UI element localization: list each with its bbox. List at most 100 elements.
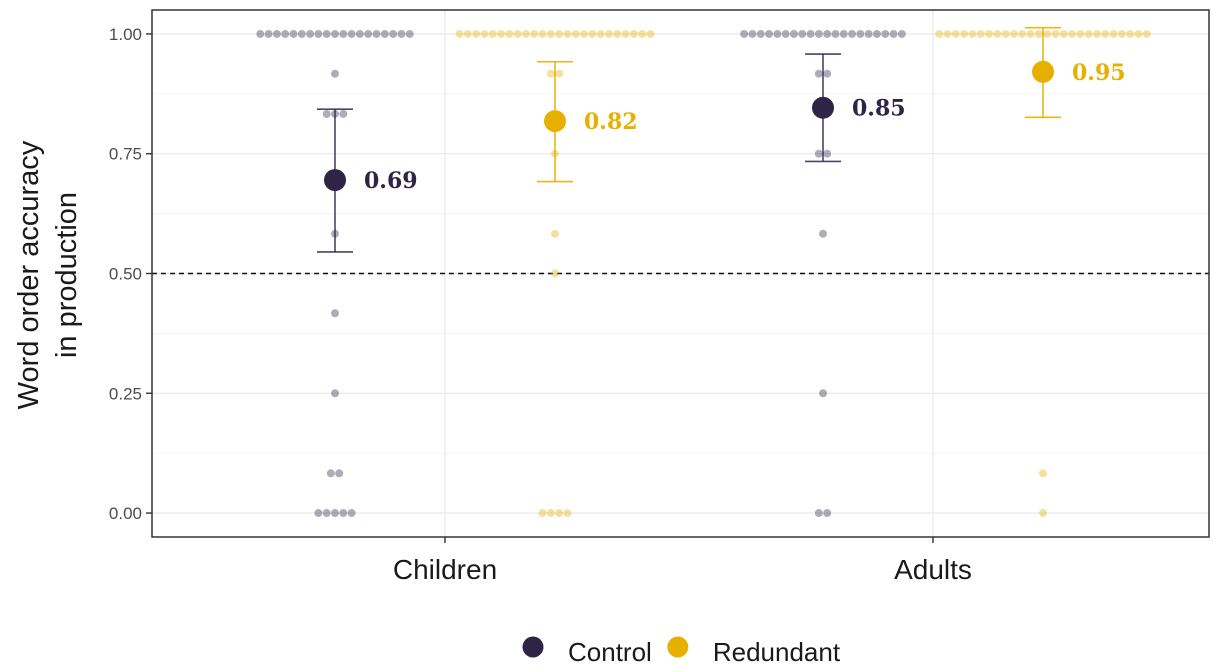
raw-point [1084,29,1093,38]
raw-point [530,29,539,38]
y-axis-label-line-1: Word order accuracy [13,140,45,409]
raw-point [1009,29,1018,38]
raw-point [823,149,832,158]
raw-point [297,29,306,38]
raw-point [823,509,832,518]
raw-point [748,29,757,38]
raw-point [819,229,827,238]
raw-point [1068,29,1077,38]
raw-point [1043,29,1052,38]
raw-point [1109,29,1118,38]
raw-point [856,29,865,38]
raw-point [546,69,555,78]
raw-point [831,29,840,38]
raw-point [339,109,348,118]
raw-point [1039,469,1047,478]
raw-point [335,469,344,478]
raw-point [281,29,290,38]
raw-point [331,29,339,38]
raw-point [497,29,506,38]
raw-point [814,69,823,78]
raw-point [339,509,348,518]
raw-point [272,29,281,38]
raw-point [756,29,765,38]
raw-point [1039,509,1047,518]
raw-point [1001,29,1010,38]
raw-point [881,29,890,38]
raw-point [1026,29,1035,38]
y-tick-label: 0.25 [109,384,142,403]
raw-point [405,29,414,38]
y-axis-label-line-2: in production [51,192,83,358]
raw-point [264,29,273,38]
raw-point [513,29,522,38]
raw-point [480,29,489,38]
raw-point [555,29,564,38]
raw-point [839,29,848,38]
raw-point [347,509,356,518]
legend-label: Redundant [713,637,841,667]
raw-point [1076,29,1085,38]
raw-point [347,29,356,38]
axes: 0.00 0.25 0.50 0.75 1.00 Children Adults [109,25,972,585]
y-tick-label: 0.00 [109,504,142,523]
y-tick-label: 1.00 [109,25,142,44]
raw-point [521,29,530,38]
raw-point [555,509,564,518]
mean-point [812,96,834,119]
raw-point [814,29,823,38]
raw-point [951,29,960,38]
raw-point [773,29,782,38]
raw-point [814,509,823,518]
raw-point [646,29,655,38]
raw-point [1051,29,1060,38]
raw-point [798,29,807,38]
raw-point [326,469,335,478]
raw-point [889,29,898,38]
legend-swatch [522,636,544,658]
raw-point [960,29,969,38]
raw-point [546,29,555,38]
raw-point [488,29,497,38]
raw-point [339,29,348,38]
raw-point [1059,29,1068,38]
raw-point [943,29,952,38]
raw-point [976,29,985,38]
raw-point [331,309,339,318]
raw-point [455,29,464,38]
raw-point [638,29,647,38]
raw-point [1034,29,1043,38]
mean-point [544,110,566,133]
raw-point [256,29,265,38]
x-category-label: Adults [894,554,972,585]
raw-point [563,29,572,38]
grid-lines [152,10,1209,537]
raw-point [364,29,373,38]
raw-point [1126,29,1135,38]
raw-point [740,29,749,38]
y-tick-label: 0.50 [109,265,142,284]
mean-value-label: 0.95 [1072,60,1126,86]
raw-point [935,29,944,38]
raw-point [322,29,331,38]
raw-point [629,29,638,38]
raw-point [505,29,514,38]
raw-point [872,29,881,38]
raw-point [604,29,613,38]
raw-point [1117,29,1126,38]
legend-label: Control [568,637,652,667]
raw-point [1018,29,1027,38]
raw-point [806,29,815,38]
raw-point [823,29,832,38]
raw-point [789,29,798,38]
raw-point [372,29,381,38]
raw-point [314,509,323,518]
raw-point [765,29,774,38]
raw-point [555,69,564,78]
raw-point [397,29,406,38]
raw-point [472,29,481,38]
x-category-label: Children [393,554,497,585]
raw-point [613,29,622,38]
raw-point [1134,29,1143,38]
